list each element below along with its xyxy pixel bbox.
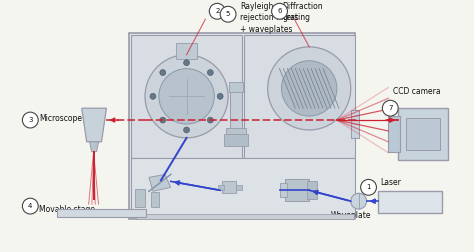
Circle shape xyxy=(150,93,156,99)
FancyBboxPatch shape xyxy=(136,214,354,219)
Text: CCD camera: CCD camera xyxy=(393,87,441,96)
Circle shape xyxy=(282,61,337,116)
Circle shape xyxy=(351,193,366,209)
Text: 1: 1 xyxy=(366,184,371,190)
Text: Diffraction
grating: Diffraction grating xyxy=(283,2,323,22)
FancyBboxPatch shape xyxy=(224,134,248,146)
Text: Microscope: Microscope xyxy=(39,114,82,122)
Text: 7: 7 xyxy=(388,105,392,111)
FancyBboxPatch shape xyxy=(378,191,442,213)
Circle shape xyxy=(160,117,166,123)
Text: 3: 3 xyxy=(28,117,33,123)
Circle shape xyxy=(210,3,225,19)
Circle shape xyxy=(159,69,214,124)
Circle shape xyxy=(217,93,223,99)
Polygon shape xyxy=(82,108,107,142)
FancyBboxPatch shape xyxy=(230,90,242,130)
FancyBboxPatch shape xyxy=(176,43,198,59)
FancyBboxPatch shape xyxy=(351,110,359,138)
Circle shape xyxy=(272,3,287,19)
Text: 4: 4 xyxy=(28,203,33,209)
Polygon shape xyxy=(90,142,99,152)
Circle shape xyxy=(361,179,376,195)
Circle shape xyxy=(22,198,38,214)
Text: 2: 2 xyxy=(215,8,219,14)
FancyBboxPatch shape xyxy=(129,33,355,219)
Circle shape xyxy=(207,117,213,123)
FancyBboxPatch shape xyxy=(244,35,355,158)
FancyBboxPatch shape xyxy=(57,209,146,217)
FancyBboxPatch shape xyxy=(236,185,242,190)
FancyBboxPatch shape xyxy=(151,192,159,207)
Text: 5: 5 xyxy=(226,11,230,17)
FancyBboxPatch shape xyxy=(398,108,447,160)
Text: Movable stage: Movable stage xyxy=(39,205,95,214)
Circle shape xyxy=(183,60,190,66)
FancyBboxPatch shape xyxy=(388,116,400,152)
Circle shape xyxy=(207,70,213,76)
FancyBboxPatch shape xyxy=(229,82,243,92)
Text: Waveplate: Waveplate xyxy=(330,211,371,220)
Circle shape xyxy=(183,127,190,133)
FancyBboxPatch shape xyxy=(222,181,236,193)
FancyBboxPatch shape xyxy=(280,183,287,197)
Text: Rayleigh
rejection filters
+ waveplates: Rayleigh rejection filters + waveplates xyxy=(240,2,298,34)
Circle shape xyxy=(220,6,236,22)
FancyBboxPatch shape xyxy=(285,179,309,201)
Circle shape xyxy=(145,55,228,138)
FancyBboxPatch shape xyxy=(218,185,224,190)
FancyBboxPatch shape xyxy=(135,189,145,207)
Circle shape xyxy=(383,100,398,116)
Text: 6: 6 xyxy=(277,8,282,14)
FancyBboxPatch shape xyxy=(131,35,242,158)
FancyBboxPatch shape xyxy=(131,158,355,217)
Circle shape xyxy=(160,70,166,76)
FancyBboxPatch shape xyxy=(226,128,246,136)
FancyBboxPatch shape xyxy=(406,118,440,150)
Circle shape xyxy=(268,47,351,130)
Circle shape xyxy=(22,112,38,128)
Polygon shape xyxy=(149,174,171,191)
FancyBboxPatch shape xyxy=(307,181,317,199)
Text: Laser: Laser xyxy=(381,178,401,187)
